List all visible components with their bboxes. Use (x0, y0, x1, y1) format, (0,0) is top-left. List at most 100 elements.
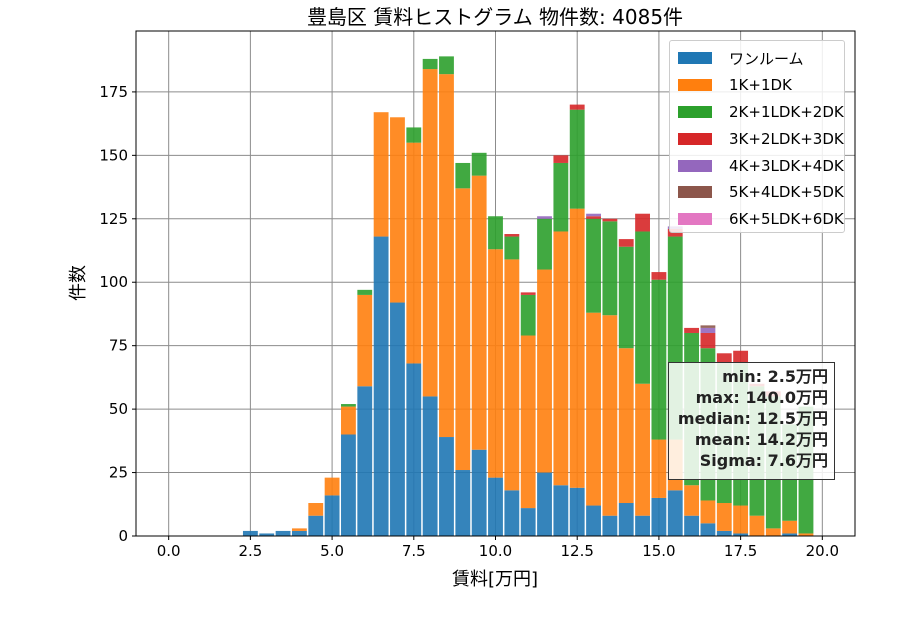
bar-segment-series-1 (684, 485, 700, 516)
y-tick-label: 150 (99, 146, 128, 164)
bar-segment-series-4 (537, 216, 552, 219)
legend-swatch (678, 213, 712, 226)
bar-segment-series-1 (602, 315, 618, 516)
legend-item: 3K+2LDK+3DK (678, 125, 844, 152)
ticks: 0.0 2.5 5.0 7.5 10.0 12.5 15.0 17.5 20.0 0 25 50 75 1… (99, 83, 839, 560)
legend-label: ワンルーム (729, 49, 804, 68)
x-tick-label: 7.5 (402, 542, 426, 560)
x-tick-label: 5.0 (320, 542, 344, 560)
bar-segment-series-0 (422, 396, 438, 536)
bar-segment-series-1 (504, 259, 520, 491)
bar-segment-series-1 (308, 503, 324, 516)
bar-segment-series-2 (602, 221, 618, 316)
bar-segment-series-2 (422, 58, 438, 70)
bar-segment-series-3 (618, 239, 634, 247)
bar-segment-series-0 (667, 490, 683, 536)
bar-segment-series-0 (373, 236, 389, 536)
bar-segment-series-1 (520, 335, 536, 509)
bar-segment-series-1 (291, 528, 307, 531)
y-tick-label: 175 (99, 83, 128, 101)
bar-segment-series-0 (635, 515, 650, 536)
bar-segment-series-3 (569, 104, 585, 110)
legend-label: 2K+1LDK+2DK (729, 102, 844, 121)
bar-segment-series-3 (700, 332, 716, 349)
chart-legend: ワンルーム 1K+1DK 2K+1LDK+2DK 3K+2LDK+3DK 4K+3LDK… (669, 40, 845, 233)
bar-segment-series-1 (422, 69, 438, 397)
bar-segment-series-3 (733, 350, 749, 364)
bar-segment-series-0 (618, 503, 634, 536)
bar-segment-series-0 (586, 505, 601, 536)
bar-segment-series-0 (537, 472, 552, 536)
legend-label: 5K+4LDK+5DK (729, 183, 844, 202)
bar-segment-series-0 (357, 386, 373, 536)
bar-segment-series-1 (553, 231, 569, 486)
legend-item: 6K+5LDK+6DK (678, 206, 844, 233)
x-tick-label: 2.5 (238, 542, 262, 560)
bar-segment-series-0 (455, 470, 471, 536)
legend-swatch (678, 132, 712, 145)
y-tick-label: 0 (118, 527, 128, 545)
legend-label: 1K+1DK (729, 76, 792, 95)
legend-label: 4K+3LDK+4DK (729, 156, 844, 175)
bar-segment-series-0 (471, 449, 487, 536)
legend-label: 6K+5LDK+6DK (729, 210, 844, 229)
bar-segment-series-2 (520, 294, 536, 336)
x-tick-label: 17.5 (724, 542, 757, 560)
bar-segment-series-1 (782, 520, 798, 534)
bar-segment-series-0 (782, 533, 798, 536)
bar-segment-series-0 (259, 533, 275, 536)
bar-segment-series-5 (700, 325, 716, 328)
legend-item: 4K+3LDK+4DK (678, 152, 844, 179)
bar-segment-series-1 (733, 505, 749, 534)
bar-segment-series-0 (651, 497, 667, 536)
bar-segment-series-2 (406, 127, 422, 143)
bar-segment-series-0 (716, 530, 732, 536)
bar-segment-series-3 (635, 213, 650, 232)
bar-segment-series-1 (471, 175, 487, 450)
bar-segment-series-0 (406, 363, 422, 536)
bar-segment-series-0 (684, 515, 700, 536)
legend-item: 5K+4LDK+5DK (678, 179, 844, 206)
bar-segment-series-1 (390, 117, 405, 303)
bar-segment-series-0 (733, 533, 749, 536)
bar-segment-series-2 (586, 218, 601, 313)
bar-segment-series-3 (586, 216, 601, 219)
bar-segment-series-2 (537, 218, 552, 270)
stat-mean: mean: 14.2万円 (694, 430, 828, 449)
bar-segment-series-3 (651, 272, 667, 280)
bar-segment-series-0 (308, 515, 324, 536)
bar-segment-series-3 (553, 155, 569, 163)
bar-segment-series-3 (602, 218, 618, 222)
y-tick-label: 50 (109, 400, 128, 418)
bar-segment-series-1 (765, 528, 781, 536)
bar-segment-series-0 (569, 487, 585, 536)
legend-item: 2K+1LDK+2DK (678, 99, 844, 126)
bar-segment-series-1 (569, 208, 585, 488)
bar-segment-series-1 (586, 312, 601, 506)
legend-swatch (678, 79, 712, 92)
x-axis-label: 賃料[万円] (452, 569, 538, 590)
y-tick-label: 25 (109, 464, 128, 482)
bar-segment-series-3 (684, 327, 700, 333)
stat-median: median: 12.5万円 (677, 409, 828, 428)
bar-segment-series-3 (504, 234, 520, 237)
stat-max: max: 140.0万円 (695, 388, 828, 407)
bar-segment-series-1 (651, 439, 667, 498)
bar-segment-series-1 (406, 142, 422, 364)
legend-item: ワンルーム (678, 45, 844, 72)
bar-segment-series-1 (341, 406, 356, 435)
bar-segment-series-0 (700, 523, 716, 536)
bar-segment-series-2 (553, 162, 569, 232)
bar-segment-series-2 (569, 109, 585, 209)
x-tick-label: 12.5 (561, 542, 594, 560)
bar-segment-series-1 (716, 503, 732, 531)
bar-segment-series-2 (471, 152, 487, 176)
stat-min: min: 2.5万円 (722, 367, 828, 386)
bar-segment-series-1 (618, 348, 634, 504)
bar-segment-series-0 (275, 530, 291, 536)
bar-segment-series-1 (488, 249, 503, 478)
x-tick-label: 0.0 (157, 542, 181, 560)
bar-segment-series-2 (341, 404, 356, 407)
bar-segment-series-0 (439, 437, 454, 536)
legend-item: 1K+1DK (678, 72, 844, 99)
